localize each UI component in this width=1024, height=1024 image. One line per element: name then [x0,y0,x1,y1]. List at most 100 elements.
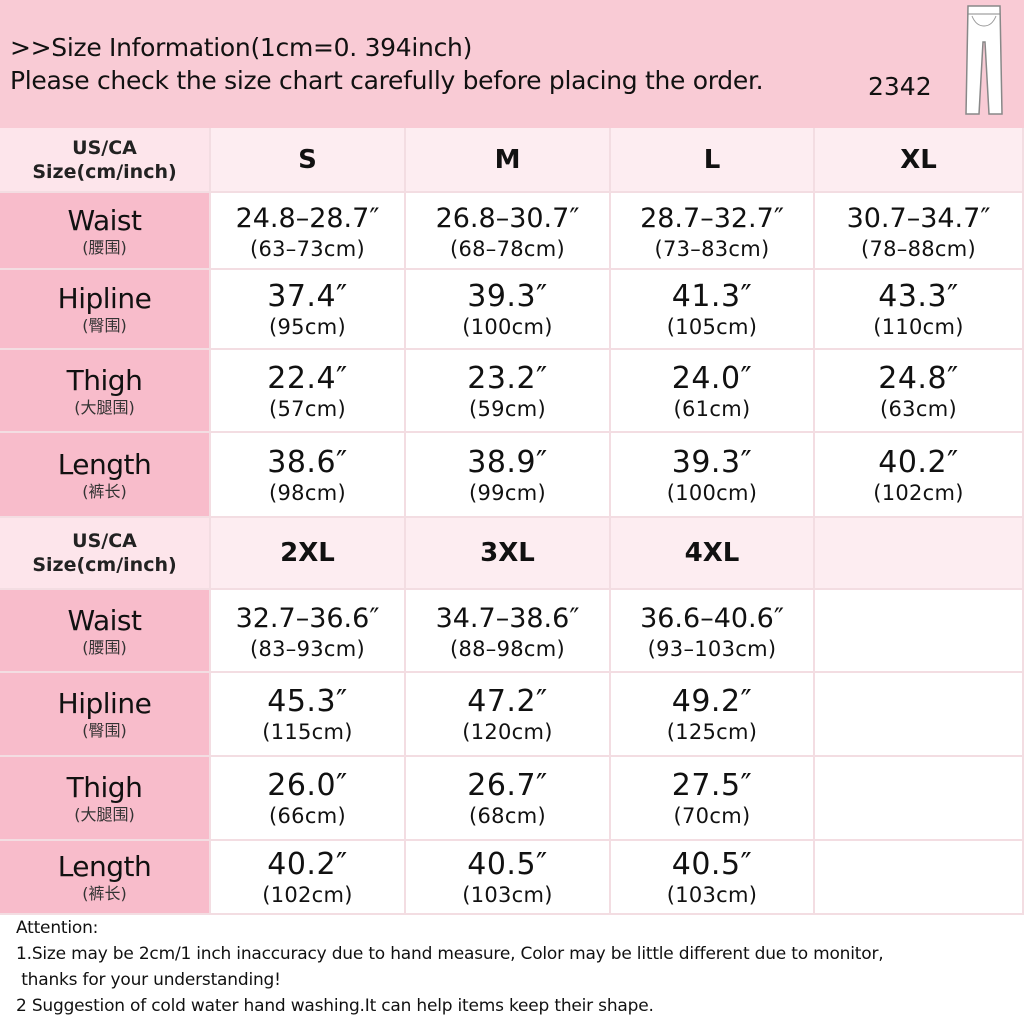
cm-value: (63cm) [880,396,957,421]
inch-value: 26.7″ [467,768,548,803]
cm-value: (98cm) [269,480,346,505]
inch-value: 39.3″ [671,444,753,480]
inch-value: 23.2″ [467,360,548,396]
size-cell: 4XL [611,518,815,590]
value-cell: 22.4″ (57cm) [211,350,406,433]
cm-value: (73–83cm) [654,236,770,261]
inch-value: 22.4″ [267,360,348,396]
inch-value: 26.8–30.7″ [435,202,580,234]
measure-label-zh: (裤长) [82,884,127,903]
value-cell: 26.7″ (68cm) [406,757,611,841]
size-cell [815,518,1024,590]
cm-value: (110cm) [873,315,964,339]
size-label: M [494,144,521,175]
size-cell: 3XL [406,518,611,590]
measure-label-zh: (腰围) [82,637,127,657]
cm-value: (78–88cm) [860,236,977,261]
value-cell: 23.2″ (59cm) [406,350,611,433]
inch-value: 40.5″ [671,847,753,882]
size-header-text: Size(cm/inch) [32,554,177,576]
cm-value: (103cm) [666,883,758,907]
measure-label: Thigh [66,363,143,397]
cm-value: (100cm) [666,480,758,505]
value-cell [815,757,1024,841]
value-cell: 37.4″ (95cm) [211,270,406,350]
row-label-cell: Thigh (大腿围) [0,757,211,841]
row-label-cell: Hipline (臀围) [0,270,211,350]
value-cell: 30.7–34.7″ (78–88cm) [815,193,1024,270]
measure-label: Length [57,850,152,883]
cm-value: (83–93cm) [249,636,366,661]
inch-value: 40.5″ [467,847,548,882]
cm-value: (95cm) [269,315,346,339]
size-cell: S [211,128,406,193]
value-cell: 39.3″ (100cm) [406,270,611,350]
row-label-cell: Length (裤长) [0,841,211,915]
cm-value: (59cm) [469,396,546,421]
row-label-cell: Waist (腰围) [0,193,211,270]
size-header-cell: US/CA Size(cm/inch) [0,128,211,193]
inch-value: 28.7–32.7″ [640,202,784,234]
measure-label-zh: (大腿围) [74,397,135,417]
size-label: 3XL [480,538,535,568]
cm-value: (103cm) [462,883,553,907]
inch-value: 39.3″ [467,279,548,314]
value-cell: 40.2″ (102cm) [211,841,406,915]
measure-label-zh: (臀围) [82,316,127,335]
pants-icon [965,5,1003,115]
inch-value: 34.7–38.6″ [435,602,580,634]
cm-value: (70cm) [673,804,751,828]
cm-value: (68–78cm) [449,236,566,261]
measure-label-zh: (大腿围) [74,805,135,824]
title: >>Size Information(1cm=0. 394inch) [10,33,473,62]
inch-value: 27.5″ [671,768,753,803]
note-line: 1.Size may be 2cm/1 inch inaccuracy due … [16,944,884,964]
size-header-text: US/CA [72,136,137,159]
value-cell: 24.8–28.7″ (63–73cm) [211,193,406,270]
measure-label-zh: (腰围) [82,237,127,257]
value-cell: 28.7–32.7″ (73–83cm) [611,193,815,270]
subtitle: Please check the size chart carefully be… [10,66,764,95]
row-label-cell: Thigh (大腿围) [0,350,211,433]
size-cell: L [611,128,815,193]
measure-label-zh: (裤长) [82,481,127,501]
cm-value: (120cm) [462,720,553,744]
inch-value: 24.8″ [878,360,959,396]
product-code: 2342 [868,72,932,101]
inch-value: 30.7–34.7″ [846,202,991,234]
size-label: XL [900,144,937,175]
value-cell: 38.9″ (99cm) [406,433,611,518]
cm-value: (99cm) [469,480,546,505]
size-header-text: US/CA [72,530,137,552]
value-cell: 34.7–38.6″ (88–98cm) [406,590,611,673]
value-cell: 26.8–30.7″ (68–78cm) [406,193,611,270]
value-cell: 32.7–36.6″ (83–93cm) [211,590,406,673]
inch-value: 41.3″ [671,279,753,314]
measure-label: Length [57,447,152,481]
cm-value: (61cm) [673,396,751,421]
cm-value: (63–73cm) [249,236,366,261]
inch-value: 24.0″ [671,360,753,396]
value-cell: 36.6–40.6″ (93–103cm) [611,590,815,673]
value-cell: 49.2″ (125cm) [611,673,815,757]
size-label: 4XL [684,538,740,568]
note-line: 2 Suggestion of cold water hand washing.… [16,996,654,1016]
cm-value: (102cm) [873,480,964,505]
size-header-text: Size(cm/inch) [32,160,177,183]
row-label-cell: Length (裤长) [0,433,211,518]
value-cell: 40.5″ (103cm) [611,841,815,915]
measure-label: Hipline [57,687,152,720]
inch-value: 40.2″ [267,847,348,882]
header: >>Size Information(1cm=0. 394inch) Pleas… [0,0,1024,128]
value-cell [815,841,1024,915]
measure-label: Hipline [57,282,152,315]
value-cell: 24.0″ (61cm) [611,350,815,433]
size-label: S [298,144,317,175]
inch-value: 49.2″ [671,684,753,719]
size-label: L [703,144,721,175]
inch-value: 40.2″ [878,444,959,480]
note-line: thanks for your understanding! [16,970,281,990]
cm-value: (68cm) [469,804,546,828]
size-header-cell: US/CA Size(cm/inch) [0,518,211,590]
